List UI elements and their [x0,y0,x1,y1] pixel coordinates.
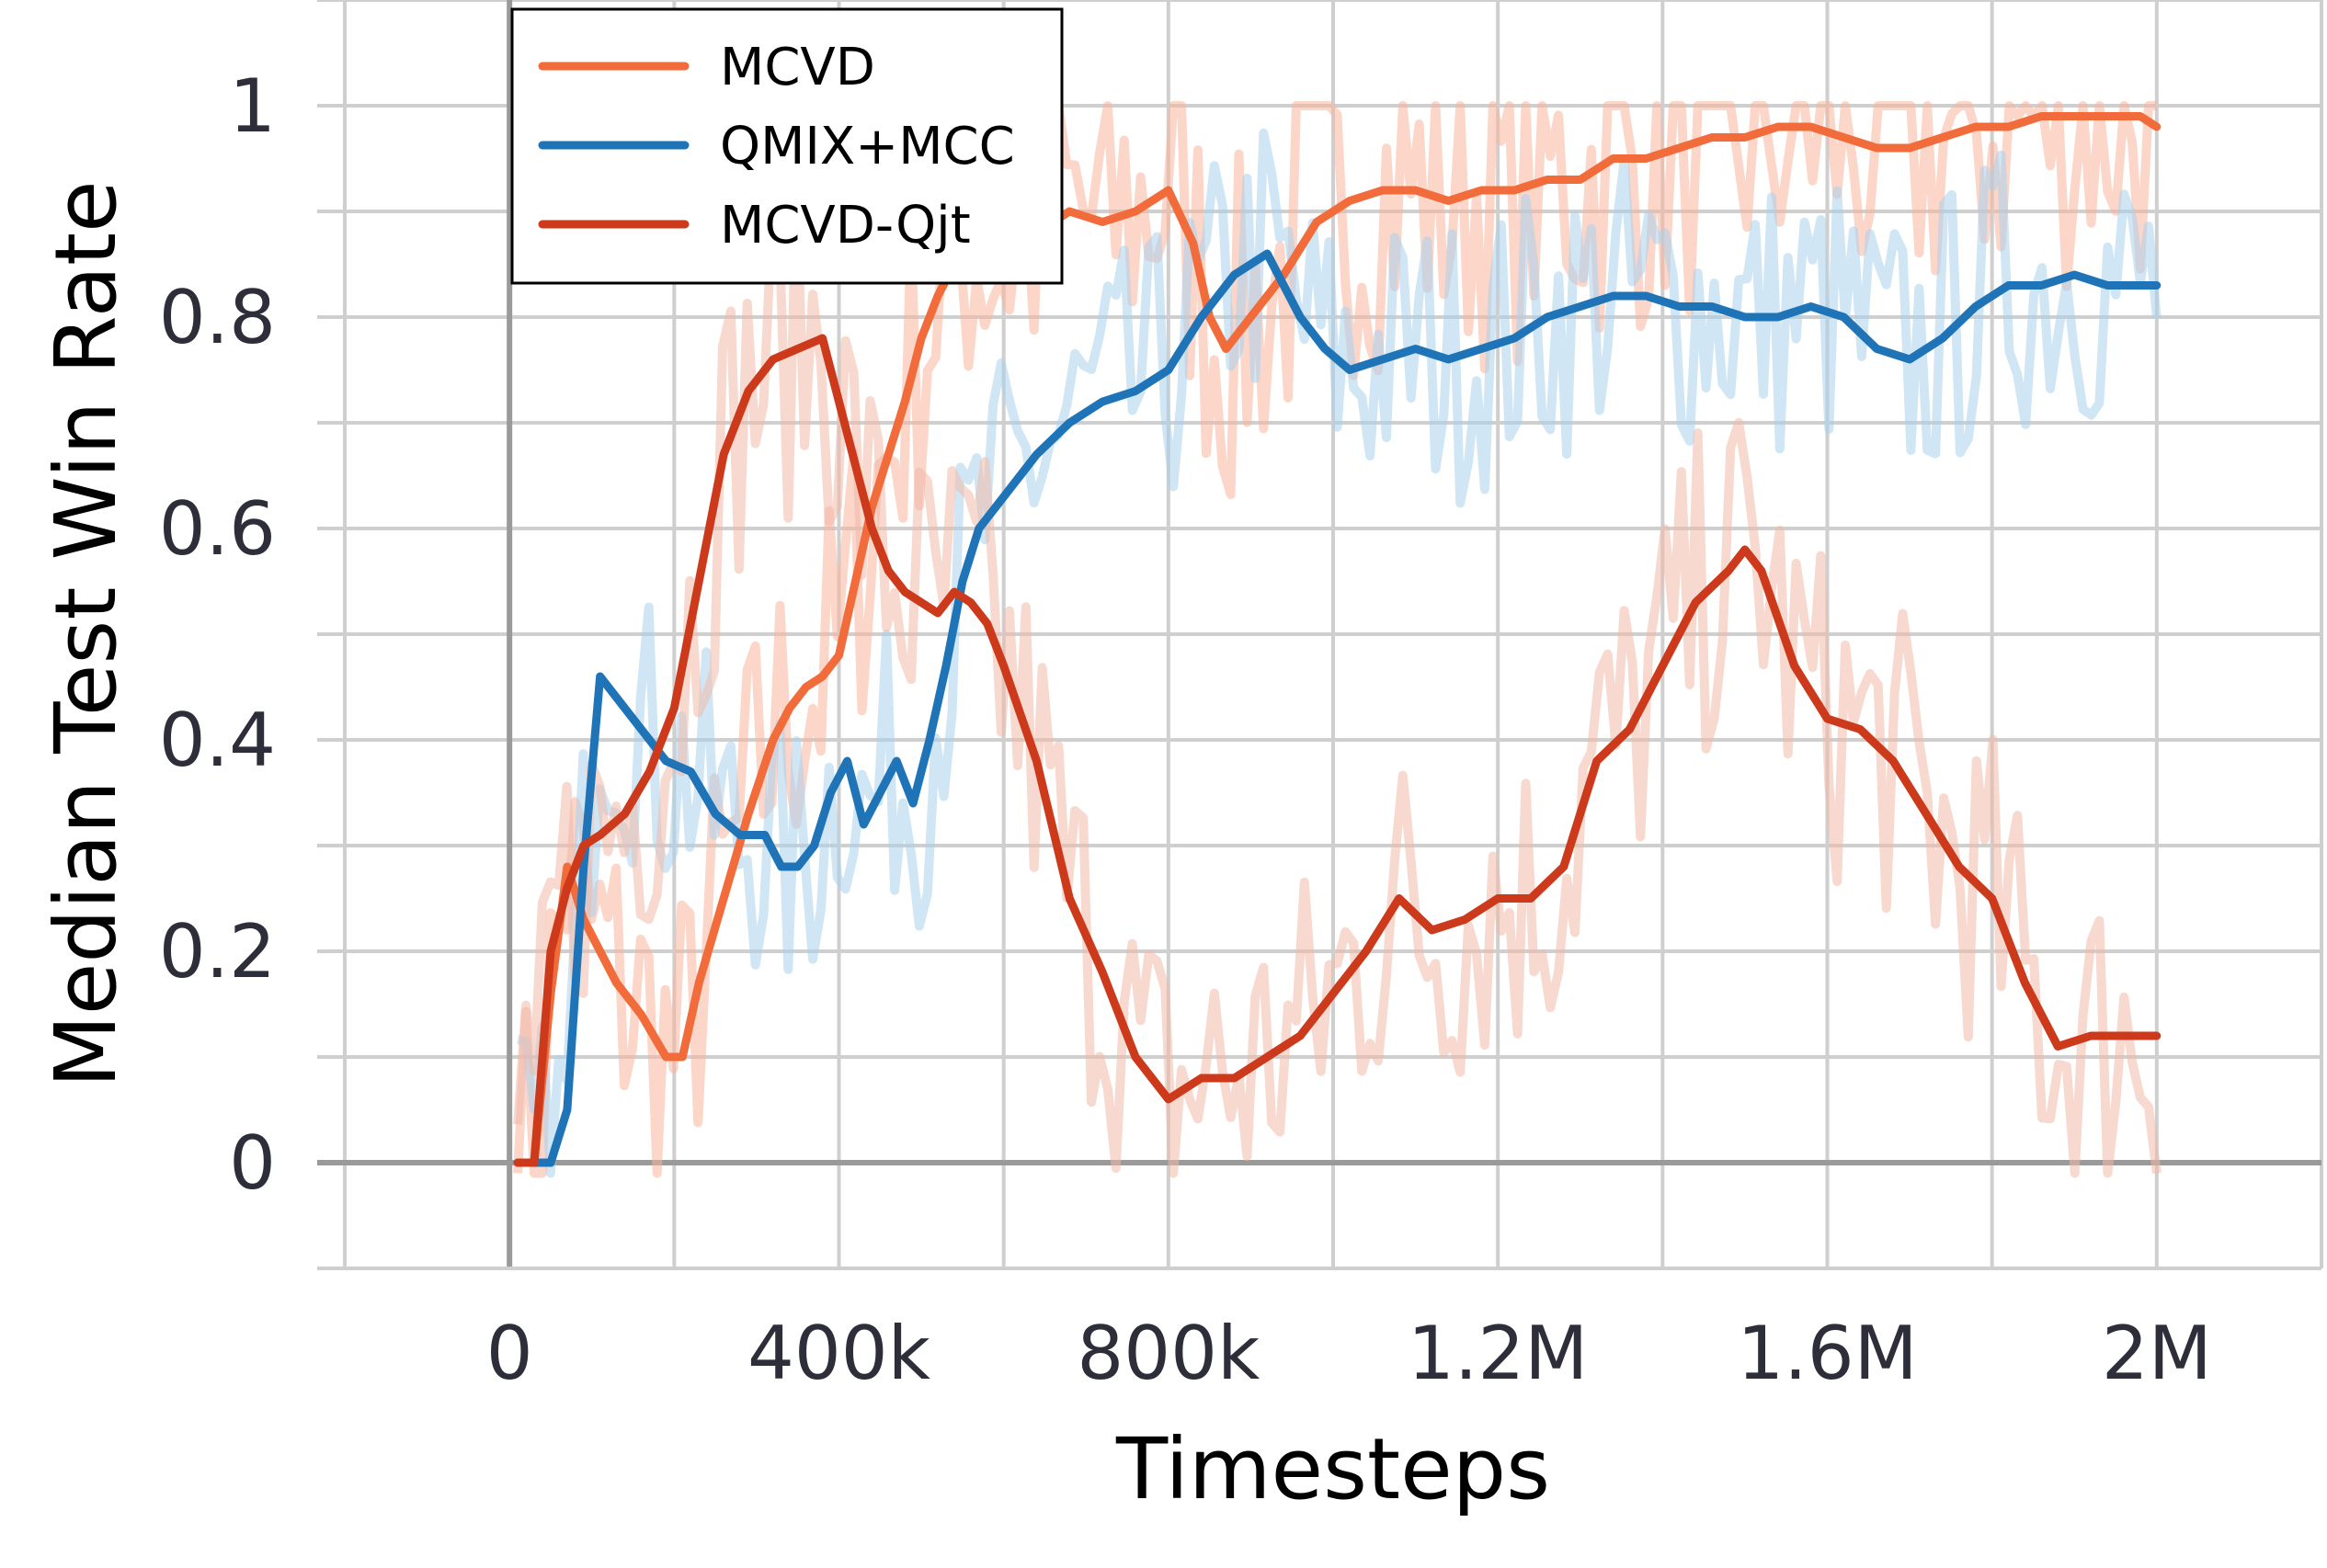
y-tick-label: 0.6 [159,486,276,572]
y-tick-label: 0.2 [159,909,276,994]
x-tick-label: 1.6M [1737,1311,1917,1396]
tick-labels: 0 400k 800k 1.2M 1.6M 2M 0 0.2 0.4 0.6 0.8 1 [159,63,2212,1396]
y-tick-label: 0.4 [159,698,276,783]
x-tick-label: 400k [747,1311,931,1396]
axes [317,0,2321,1270]
series-line [513,334,2162,1167]
legend-label: QMIX+MCC [720,117,1015,176]
y-tick-label: 0 [229,1120,276,1206]
x-tick-label: 0 [486,1311,533,1396]
x-tick-label: 800k [1077,1311,1260,1396]
x-axis-title: Timesteps [1115,1420,1550,1518]
series-noise-bands [513,101,2162,1178]
y-tick-label: 0.8 [159,275,276,360]
series-lines [513,112,2162,1167]
x-tick-label: 1.2M [1408,1311,1588,1396]
legend-label: MCVD [720,38,875,97]
noise-band [517,128,2162,1178]
y-tick-label: 1 [229,63,276,149]
noise-band [513,177,2162,1178]
legend-label: MCVD-Qjt [720,196,971,256]
series-line [513,249,2162,1167]
series-line [513,112,2162,1167]
legend: MCVD QMIX+MCC MCVD-Qjt [510,7,1064,285]
x-tick-label: 2M [2102,1311,2212,1396]
y-axis-title: Median Test Win Rate [37,180,135,1087]
